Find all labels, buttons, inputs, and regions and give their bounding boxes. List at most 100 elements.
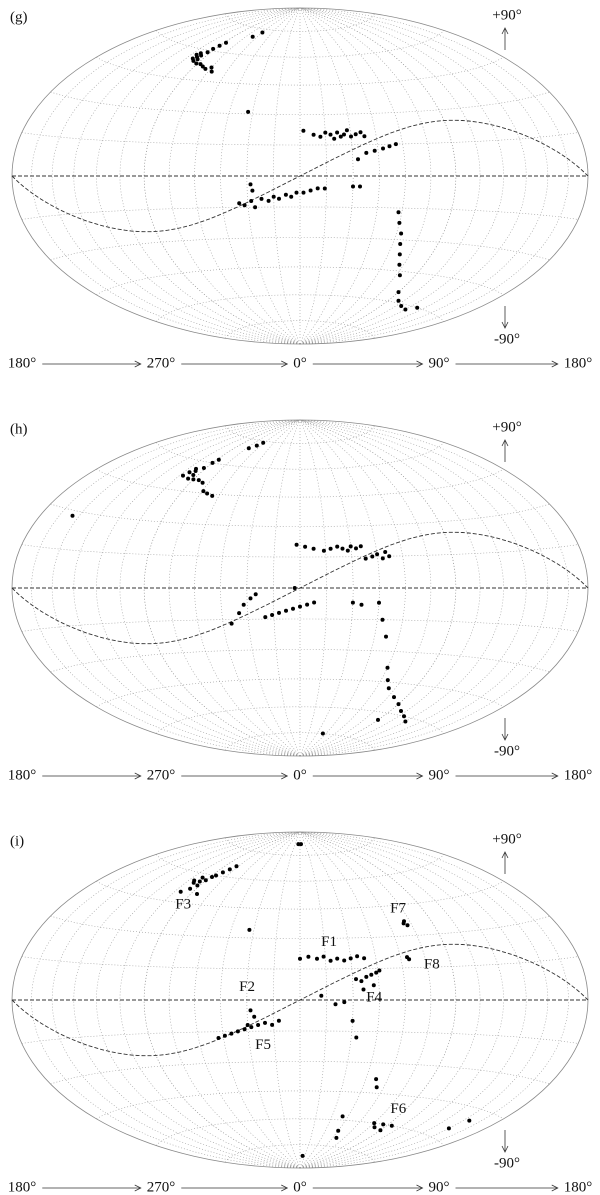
data-point bbox=[203, 878, 208, 883]
data-point bbox=[335, 130, 340, 135]
x-tick-label: 90° bbox=[429, 767, 450, 783]
data-point bbox=[253, 205, 258, 210]
data-point bbox=[209, 69, 214, 74]
axis-arrowhead bbox=[281, 772, 289, 780]
data-point bbox=[374, 970, 379, 975]
data-point bbox=[375, 552, 380, 557]
data-point bbox=[320, 731, 325, 736]
graticule-parallel bbox=[155, 706, 445, 734]
data-point bbox=[350, 600, 355, 605]
axis-arrowhead bbox=[134, 772, 142, 780]
data-point bbox=[311, 546, 316, 551]
axis-arrowhead bbox=[551, 360, 559, 368]
data-point bbox=[385, 678, 390, 683]
data-point bbox=[356, 157, 360, 162]
data-point bbox=[387, 144, 392, 149]
data-point bbox=[384, 634, 388, 639]
data-point bbox=[396, 290, 401, 295]
data-point bbox=[289, 194, 294, 199]
annotation: F4 bbox=[366, 989, 382, 1005]
data-point bbox=[246, 446, 251, 451]
axis-arrowhead bbox=[416, 360, 424, 368]
data-point bbox=[70, 513, 75, 518]
data-point bbox=[372, 1121, 377, 1126]
data-point bbox=[305, 602, 310, 607]
annotation: F2 bbox=[239, 979, 255, 995]
data-point bbox=[446, 1126, 451, 1131]
data-point bbox=[195, 883, 200, 888]
data-point bbox=[387, 554, 392, 559]
graticule-parallel bbox=[155, 854, 445, 882]
axis-arrowhead bbox=[281, 1184, 289, 1192]
data-point bbox=[342, 132, 346, 137]
data-point bbox=[374, 1077, 379, 1082]
data-point bbox=[261, 440, 266, 445]
graticule-meridian bbox=[168, 831, 301, 1169]
panel: (i) F3 F1 F7 F8 F2 F4 F5 F6 180° 270° 0° 90° 180° +90°… bbox=[8, 831, 593, 1195]
data-point bbox=[378, 1128, 383, 1133]
data-point bbox=[353, 132, 358, 137]
data-point bbox=[371, 983, 376, 988]
data-point bbox=[312, 600, 317, 605]
data-point bbox=[216, 1036, 221, 1040]
data-point bbox=[200, 64, 205, 69]
data-point bbox=[328, 958, 333, 963]
panel: (g) 180° 270° 0° 90° 180° +90° -90° bbox=[8, 7, 593, 371]
data-point bbox=[396, 702, 401, 707]
data-point bbox=[467, 1118, 472, 1123]
data-point bbox=[358, 544, 363, 549]
data-point bbox=[246, 109, 251, 114]
graticule-meridian bbox=[299, 419, 432, 757]
data-point bbox=[248, 1008, 253, 1013]
data-point bbox=[249, 199, 254, 203]
data-point bbox=[396, 210, 401, 215]
data-point bbox=[253, 592, 258, 597]
plane-curve bbox=[11, 119, 589, 233]
data-point bbox=[237, 611, 242, 616]
data-point bbox=[354, 1035, 359, 1040]
data-point bbox=[399, 231, 404, 236]
graticule-meridian bbox=[299, 831, 354, 1169]
data-point bbox=[389, 1123, 394, 1128]
graticule-parallel bbox=[96, 266, 504, 296]
data-point bbox=[263, 615, 268, 620]
data-point bbox=[385, 665, 390, 670]
data-point bbox=[351, 184, 355, 189]
graticule-meridian bbox=[73, 7, 301, 345]
data-point bbox=[402, 919, 406, 924]
data-point bbox=[193, 469, 198, 473]
data-point bbox=[374, 1085, 379, 1090]
graticule-meridian bbox=[299, 7, 527, 345]
data-point bbox=[224, 40, 228, 45]
graticule-meridian bbox=[299, 831, 527, 1169]
data-point bbox=[227, 867, 232, 872]
x-tick-label: 180° bbox=[564, 1179, 593, 1195]
data-point bbox=[372, 148, 377, 153]
data-point bbox=[242, 1027, 247, 1032]
graticule-meridian bbox=[299, 831, 549, 1169]
data-point bbox=[398, 242, 403, 246]
data-point bbox=[348, 956, 353, 961]
graticule-meridian bbox=[299, 831, 504, 1169]
data-point bbox=[319, 993, 324, 998]
data-point bbox=[209, 65, 214, 70]
data-point bbox=[405, 923, 410, 928]
x-tick-label: 270° bbox=[147, 1179, 176, 1195]
data-point bbox=[294, 190, 299, 195]
data-point bbox=[403, 307, 408, 312]
graticule-meridian bbox=[299, 7, 380, 345]
graticule-meridian bbox=[299, 419, 527, 757]
axis-arrowhead bbox=[551, 772, 559, 780]
data-point bbox=[276, 1018, 281, 1023]
graticule-meridian bbox=[299, 7, 569, 345]
graticule-meridian bbox=[299, 419, 549, 757]
data-point bbox=[393, 142, 398, 147]
grid-meridian bbox=[299, 831, 457, 1169]
panel: (h) 180° 270° 0° 90° 180° +90° -90° bbox=[8, 419, 593, 783]
x-tick-label: 90° bbox=[429, 1179, 450, 1195]
data-point bbox=[298, 604, 302, 609]
data-point bbox=[338, 134, 343, 139]
data-point bbox=[358, 130, 363, 135]
data-point bbox=[323, 130, 328, 135]
